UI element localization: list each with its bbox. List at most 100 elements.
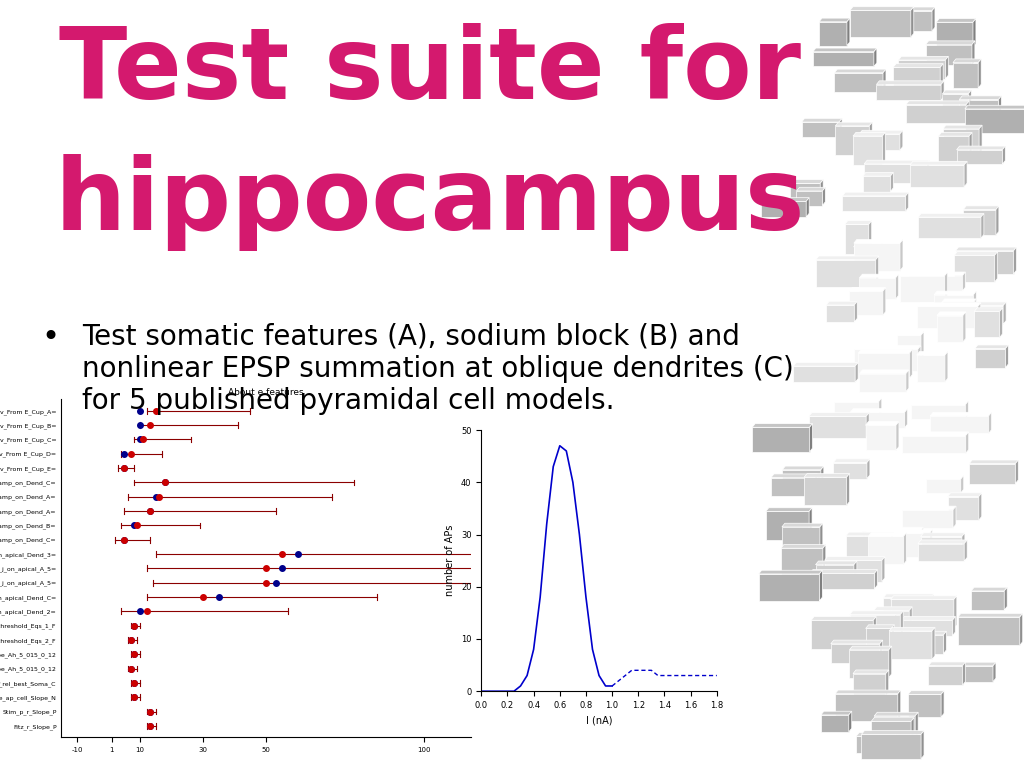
- Polygon shape: [945, 56, 948, 79]
- Polygon shape: [834, 398, 882, 402]
- Polygon shape: [897, 336, 921, 359]
- Polygon shape: [940, 302, 1007, 306]
- Polygon shape: [965, 105, 1024, 109]
- Polygon shape: [850, 614, 900, 643]
- Polygon shape: [900, 240, 903, 270]
- Polygon shape: [908, 690, 944, 694]
- Polygon shape: [820, 523, 823, 551]
- Polygon shape: [867, 459, 869, 478]
- Polygon shape: [859, 274, 898, 278]
- Polygon shape: [965, 540, 967, 561]
- Polygon shape: [880, 640, 883, 663]
- Polygon shape: [861, 734, 921, 759]
- Polygon shape: [919, 214, 984, 217]
- Polygon shape: [847, 474, 850, 505]
- Polygon shape: [910, 7, 913, 37]
- Polygon shape: [935, 666, 993, 682]
- Polygon shape: [836, 694, 898, 720]
- Polygon shape: [797, 187, 825, 191]
- Polygon shape: [955, 251, 1014, 274]
- Polygon shape: [830, 640, 883, 644]
- Polygon shape: [910, 401, 969, 405]
- Polygon shape: [938, 136, 969, 162]
- Polygon shape: [904, 409, 907, 428]
- Polygon shape: [877, 81, 944, 84]
- Polygon shape: [873, 617, 877, 649]
- Polygon shape: [974, 308, 1002, 312]
- Polygon shape: [859, 131, 903, 134]
- Polygon shape: [821, 715, 849, 732]
- Polygon shape: [889, 631, 932, 660]
- Polygon shape: [975, 345, 1009, 349]
- Polygon shape: [849, 711, 852, 732]
- Polygon shape: [916, 355, 945, 382]
- Polygon shape: [766, 508, 812, 511]
- Polygon shape: [864, 161, 930, 164]
- Polygon shape: [961, 475, 964, 493]
- Polygon shape: [794, 362, 858, 366]
- Polygon shape: [926, 479, 961, 493]
- Polygon shape: [900, 131, 903, 151]
- Polygon shape: [1014, 247, 1017, 274]
- Polygon shape: [835, 73, 883, 92]
- Polygon shape: [918, 346, 921, 371]
- Polygon shape: [906, 104, 967, 124]
- Polygon shape: [967, 101, 969, 124]
- Polygon shape: [836, 122, 872, 126]
- Polygon shape: [871, 721, 911, 739]
- Polygon shape: [874, 712, 919, 716]
- Polygon shape: [962, 533, 965, 561]
- Polygon shape: [753, 427, 810, 452]
- Polygon shape: [891, 600, 953, 628]
- Polygon shape: [932, 627, 935, 660]
- Polygon shape: [864, 164, 927, 184]
- Polygon shape: [850, 11, 910, 37]
- Polygon shape: [854, 346, 921, 349]
- Polygon shape: [900, 272, 947, 276]
- Polygon shape: [884, 598, 931, 624]
- Polygon shape: [836, 690, 901, 694]
- Polygon shape: [916, 352, 948, 355]
- Polygon shape: [893, 64, 943, 68]
- Polygon shape: [864, 530, 933, 533]
- Polygon shape: [896, 422, 899, 450]
- Polygon shape: [759, 574, 819, 601]
- Polygon shape: [943, 631, 946, 654]
- Polygon shape: [916, 306, 978, 329]
- Polygon shape: [936, 18, 976, 22]
- Polygon shape: [811, 617, 877, 621]
- Polygon shape: [898, 690, 901, 720]
- Polygon shape: [850, 617, 894, 639]
- Polygon shape: [861, 528, 924, 531]
- Polygon shape: [915, 712, 919, 740]
- Polygon shape: [916, 303, 981, 306]
- Polygon shape: [921, 537, 962, 561]
- Polygon shape: [956, 146, 1006, 150]
- Polygon shape: [877, 84, 941, 100]
- Polygon shape: [850, 412, 904, 428]
- Polygon shape: [898, 56, 948, 60]
- Polygon shape: [963, 662, 966, 685]
- Polygon shape: [816, 256, 879, 260]
- Polygon shape: [926, 41, 975, 45]
- Polygon shape: [891, 596, 956, 600]
- Polygon shape: [843, 192, 908, 196]
- Polygon shape: [813, 51, 873, 67]
- Polygon shape: [973, 18, 976, 48]
- Polygon shape: [853, 132, 886, 136]
- Polygon shape: [1005, 588, 1008, 610]
- Polygon shape: [898, 60, 945, 79]
- Polygon shape: [889, 646, 892, 677]
- Polygon shape: [853, 674, 886, 696]
- Polygon shape: [999, 308, 1002, 337]
- Polygon shape: [861, 730, 924, 734]
- Polygon shape: [761, 197, 809, 201]
- Polygon shape: [902, 506, 956, 510]
- Polygon shape: [815, 561, 857, 564]
- Polygon shape: [849, 287, 886, 291]
- Polygon shape: [843, 196, 905, 211]
- Polygon shape: [879, 398, 882, 428]
- Polygon shape: [953, 63, 978, 88]
- Polygon shape: [854, 240, 903, 243]
- Polygon shape: [849, 291, 883, 315]
